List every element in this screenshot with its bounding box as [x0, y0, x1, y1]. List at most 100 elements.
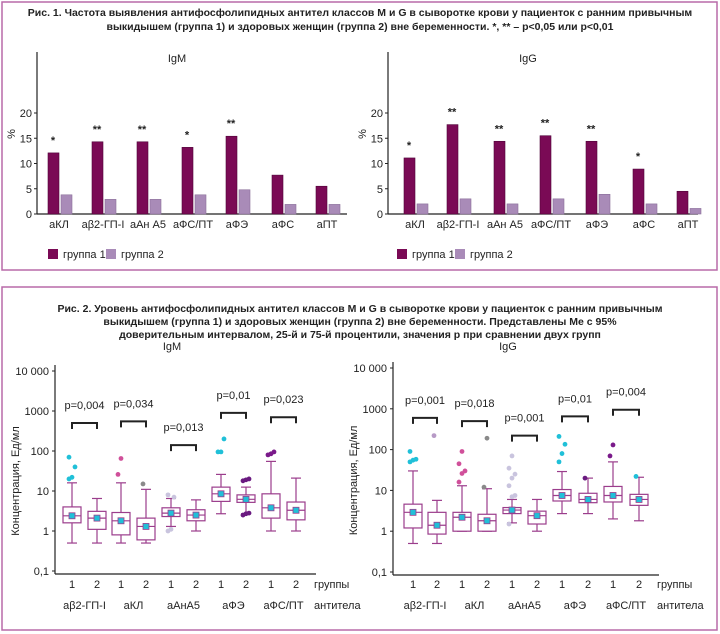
y-tick-label: 1: [43, 526, 49, 538]
bar-group2: [459, 198, 472, 215]
significance-bracket: [561, 415, 589, 423]
outlier-point: [246, 510, 252, 516]
significance-mark: **: [587, 123, 596, 135]
group-tick-label: 2: [143, 579, 149, 591]
y-tick-label: 0,1: [34, 566, 49, 578]
category-label: аβ2-ГП-I: [82, 219, 125, 231]
antibody-label: аβ2-ГП-I: [63, 600, 106, 612]
y-axis-label: %: [6, 129, 18, 139]
median-marker: [242, 495, 250, 503]
y-tick-label: 1: [381, 526, 387, 538]
outlier-point: [431, 433, 437, 439]
outlier-point: [118, 456, 124, 461]
bar-group2: [284, 204, 297, 215]
y-axis-label: Концентрация, Ед/мл: [10, 426, 22, 536]
outlier-point: [607, 453, 613, 459]
y-tick-label: 10 000: [15, 366, 49, 378]
median-marker: [508, 506, 516, 514]
y-tick-label: 10: [375, 485, 387, 497]
p-value-label: p=0,013: [163, 422, 203, 434]
median-marker: [142, 523, 150, 530]
y-tick-label: 15: [20, 133, 32, 145]
group-tick-label: 1: [168, 579, 174, 591]
outlier-point: [512, 471, 518, 477]
outlier-point: [556, 434, 562, 439]
outlier-point: [271, 449, 277, 455]
outlier-point: [407, 449, 413, 454]
bar-group1: [181, 147, 194, 215]
outlier-point: [512, 493, 518, 498]
outlier-point: [506, 483, 512, 489]
antibody-label: аФС/ПТ: [606, 600, 646, 612]
y-axis-label: %: [357, 129, 369, 139]
p-value-label: p=0,001: [405, 395, 445, 407]
bar-group2: [645, 203, 658, 215]
panel-title: IgM: [163, 341, 181, 353]
group-tick-label: 1: [509, 579, 515, 591]
group-tick-label: 1: [268, 579, 274, 591]
significance-mark: **: [138, 124, 147, 136]
y-tick-label: 0,1: [372, 567, 387, 579]
p-value-label: p=0,018: [454, 398, 494, 410]
significance-bracket: [120, 420, 147, 428]
median-marker: [292, 506, 300, 514]
antibody-label: аβ2-ГП-I: [404, 600, 447, 612]
bar-group2: [238, 189, 251, 215]
legend-label: группа 1: [63, 249, 106, 261]
significance-bracket: [270, 416, 297, 424]
median-marker: [635, 496, 643, 503]
p-value-label: p=0,004: [606, 387, 646, 399]
median-marker: [609, 492, 617, 499]
bar-group1: [632, 168, 645, 215]
category-label: аКЛ: [405, 219, 425, 231]
group-tick-label: 1: [459, 579, 465, 591]
median-marker: [117, 517, 125, 525]
outlier-point: [246, 476, 252, 482]
p-value-label: p=0,001: [504, 413, 544, 425]
outlier-point: [66, 454, 72, 460]
significance-bracket: [170, 444, 197, 452]
group-tick-label: 2: [585, 579, 591, 591]
category-label: аПТ: [317, 219, 338, 231]
significance-bracket: [220, 411, 247, 419]
outlier-point: [582, 475, 588, 481]
group-tick-label: 2: [434, 579, 440, 591]
y-tick-label: 0: [377, 209, 383, 221]
bar-group2: [689, 208, 702, 215]
category-label: аФС/ПТ: [531, 219, 571, 231]
y-tick-label: 10 000: [353, 363, 387, 375]
figure1-title-line: выкидышем (группа 1) и здоровых женщин (…: [107, 21, 614, 33]
median-marker: [192, 511, 200, 519]
significance-bracket: [412, 416, 438, 424]
y-axis-label: Концентрация, Ед/мл: [348, 426, 360, 536]
bar-group2: [149, 199, 162, 215]
outlier-point: [413, 456, 419, 462]
median-marker: [409, 508, 417, 516]
significance-mark: **: [541, 118, 550, 130]
outlier-point: [115, 472, 121, 477]
outlier-point: [509, 453, 515, 459]
group-tick-label: 2: [636, 579, 642, 591]
group-tick-label: 1: [218, 579, 224, 591]
legend-label: группа 2: [470, 249, 513, 261]
y-tick-label: 10: [371, 159, 383, 171]
outlier-point: [559, 451, 565, 456]
category-label: аФС: [272, 219, 294, 231]
group-tick-label: 2: [534, 579, 540, 591]
median-marker: [483, 517, 491, 525]
outlier-point: [72, 464, 78, 470]
figure1-frame: [1, 1, 718, 271]
group-tick-label: 1: [559, 579, 565, 591]
category-label: аФЭ: [226, 219, 248, 231]
groups-axis-label: группы: [657, 579, 692, 591]
category-label: аФС/ПТ: [173, 219, 213, 231]
y-tick-label: 1000: [25, 406, 49, 418]
median-marker: [267, 504, 275, 512]
median-marker: [167, 509, 175, 517]
legend-label: группа 1: [412, 249, 455, 261]
outlier-point: [484, 435, 490, 441]
iqr-box: [403, 503, 423, 529]
bar-group1: [676, 190, 689, 215]
figure2-frame: [1, 286, 718, 631]
group-tick-label: 1: [69, 579, 75, 591]
